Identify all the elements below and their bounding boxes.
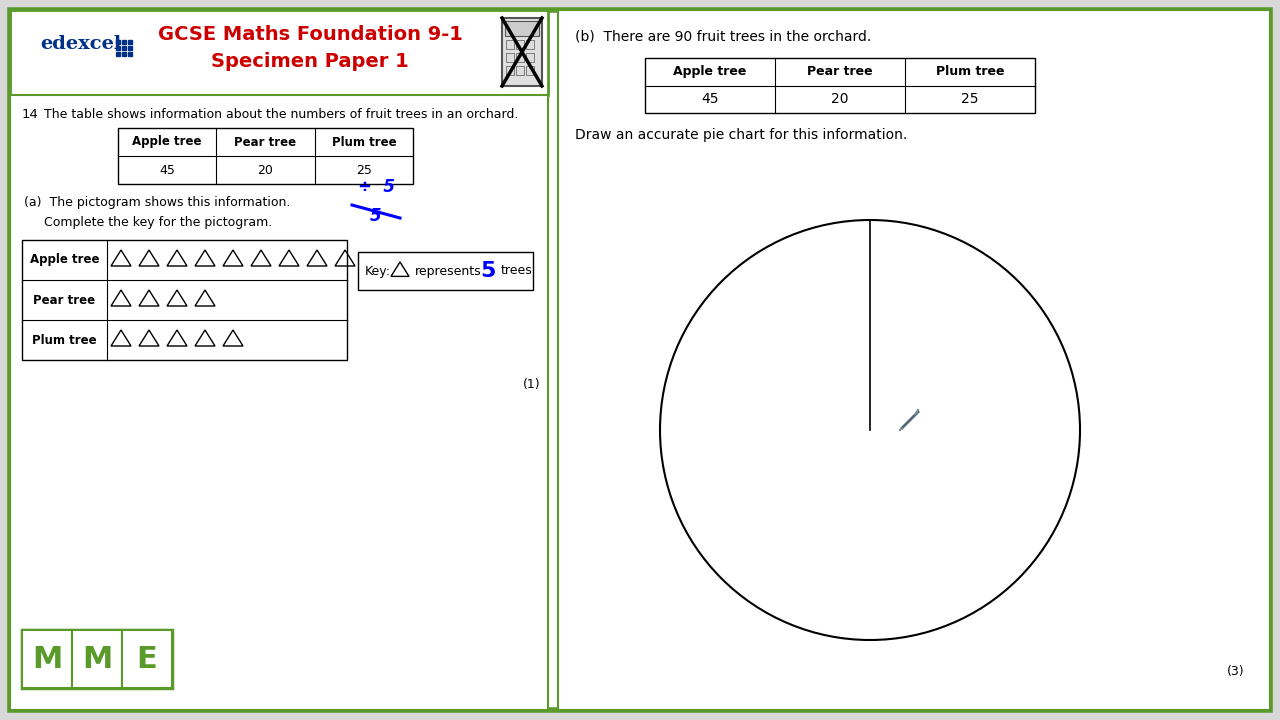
Bar xyxy=(516,40,524,49)
Bar xyxy=(526,40,534,49)
Text: 20: 20 xyxy=(831,92,849,107)
Bar xyxy=(516,66,524,75)
Bar xyxy=(122,630,172,688)
Bar xyxy=(72,630,122,688)
Text: 14: 14 xyxy=(22,108,38,121)
Bar xyxy=(558,10,1270,710)
Bar xyxy=(506,40,515,49)
Bar xyxy=(22,630,172,688)
Bar xyxy=(506,66,515,75)
Text: Key:: Key: xyxy=(365,264,390,277)
Text: (3): (3) xyxy=(1228,665,1245,678)
Text: 45: 45 xyxy=(701,92,719,107)
Text: Pear tree: Pear tree xyxy=(234,135,297,148)
Bar xyxy=(526,53,534,62)
Bar xyxy=(22,240,347,360)
Text: ÷  5: ÷ 5 xyxy=(358,178,396,196)
Text: Apple tree: Apple tree xyxy=(673,66,746,78)
Bar xyxy=(10,10,548,95)
Text: (1): (1) xyxy=(522,378,540,391)
Text: (b)  There are 90 fruit trees in the orchard.: (b) There are 90 fruit trees in the orch… xyxy=(575,30,872,44)
Text: Pear tree: Pear tree xyxy=(808,66,873,78)
Text: 25: 25 xyxy=(356,163,371,176)
Bar xyxy=(506,53,515,62)
Text: 20: 20 xyxy=(257,163,274,176)
Bar xyxy=(118,128,413,184)
Bar xyxy=(358,252,532,290)
Text: M: M xyxy=(32,644,63,673)
Text: represents: represents xyxy=(415,264,481,277)
Text: GCSE Maths Foundation 9-1: GCSE Maths Foundation 9-1 xyxy=(157,25,462,44)
Text: Plum tree: Plum tree xyxy=(32,333,97,346)
Text: Apple tree: Apple tree xyxy=(29,253,100,266)
Text: The table shows information about the numbers of fruit trees in an orchard.: The table shows information about the nu… xyxy=(44,108,518,121)
Text: edexcel: edexcel xyxy=(40,35,122,53)
Text: 25: 25 xyxy=(961,92,979,107)
Text: Plum tree: Plum tree xyxy=(936,66,1005,78)
Text: Apple tree: Apple tree xyxy=(132,135,202,148)
Bar xyxy=(526,66,534,75)
Bar xyxy=(645,58,1036,113)
Text: (a)  The pictogram shows this information.: (a) The pictogram shows this information… xyxy=(24,196,291,209)
Text: M: M xyxy=(82,644,113,673)
Bar xyxy=(502,18,541,86)
Text: E: E xyxy=(137,644,157,673)
Text: 5: 5 xyxy=(480,261,495,281)
Text: Specimen Paper 1: Specimen Paper 1 xyxy=(211,52,408,71)
Text: Pear tree: Pear tree xyxy=(33,294,96,307)
Text: 5: 5 xyxy=(370,207,381,225)
Text: trees: trees xyxy=(500,264,532,277)
Bar xyxy=(10,95,548,710)
Text: Complete the key for the pictogram.: Complete the key for the pictogram. xyxy=(44,216,273,229)
Text: Plum tree: Plum tree xyxy=(332,135,396,148)
Text: 45: 45 xyxy=(159,163,175,176)
Bar xyxy=(516,53,524,62)
Bar xyxy=(506,21,539,36)
Bar xyxy=(22,630,72,688)
Text: Draw an accurate pie chart for this information.: Draw an accurate pie chart for this info… xyxy=(575,128,908,142)
